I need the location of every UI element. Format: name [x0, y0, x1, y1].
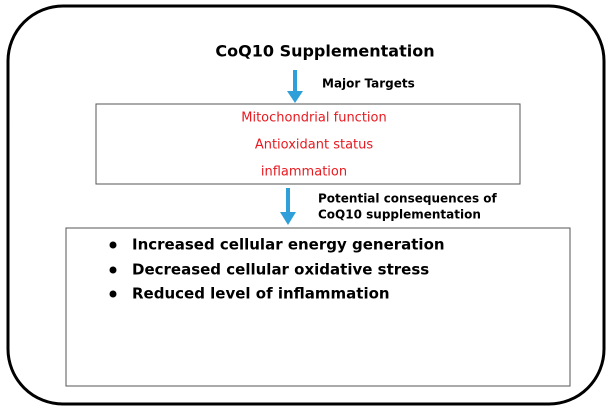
consequence-list: Increased cellular energy generation Dec…	[109, 236, 445, 303]
arrow-label: CoQ10 supplementation	[318, 208, 481, 222]
bullet	[109, 241, 117, 249]
arrow-label: Potential consequences of	[318, 192, 498, 206]
consequences-box	[65, 227, 571, 387]
consequence: Increased cellular energy generation	[132, 236, 445, 254]
bullet	[109, 290, 117, 298]
target: Mitochondrial function	[241, 111, 386, 126]
target: Antioxidant status	[255, 138, 374, 153]
consequence: Decreased cellular oxidative stress	[132, 261, 429, 279]
arrow-head	[287, 91, 303, 103]
target: inflammation	[261, 165, 347, 180]
arrow-head	[280, 212, 296, 225]
bullet	[109, 266, 117, 274]
title: CoQ10 Supplementation	[215, 42, 434, 61]
targets-box	[95, 103, 521, 185]
consequence: Reduced level of inflammation	[132, 285, 390, 303]
arrow-label: Major Targets	[322, 77, 415, 91]
